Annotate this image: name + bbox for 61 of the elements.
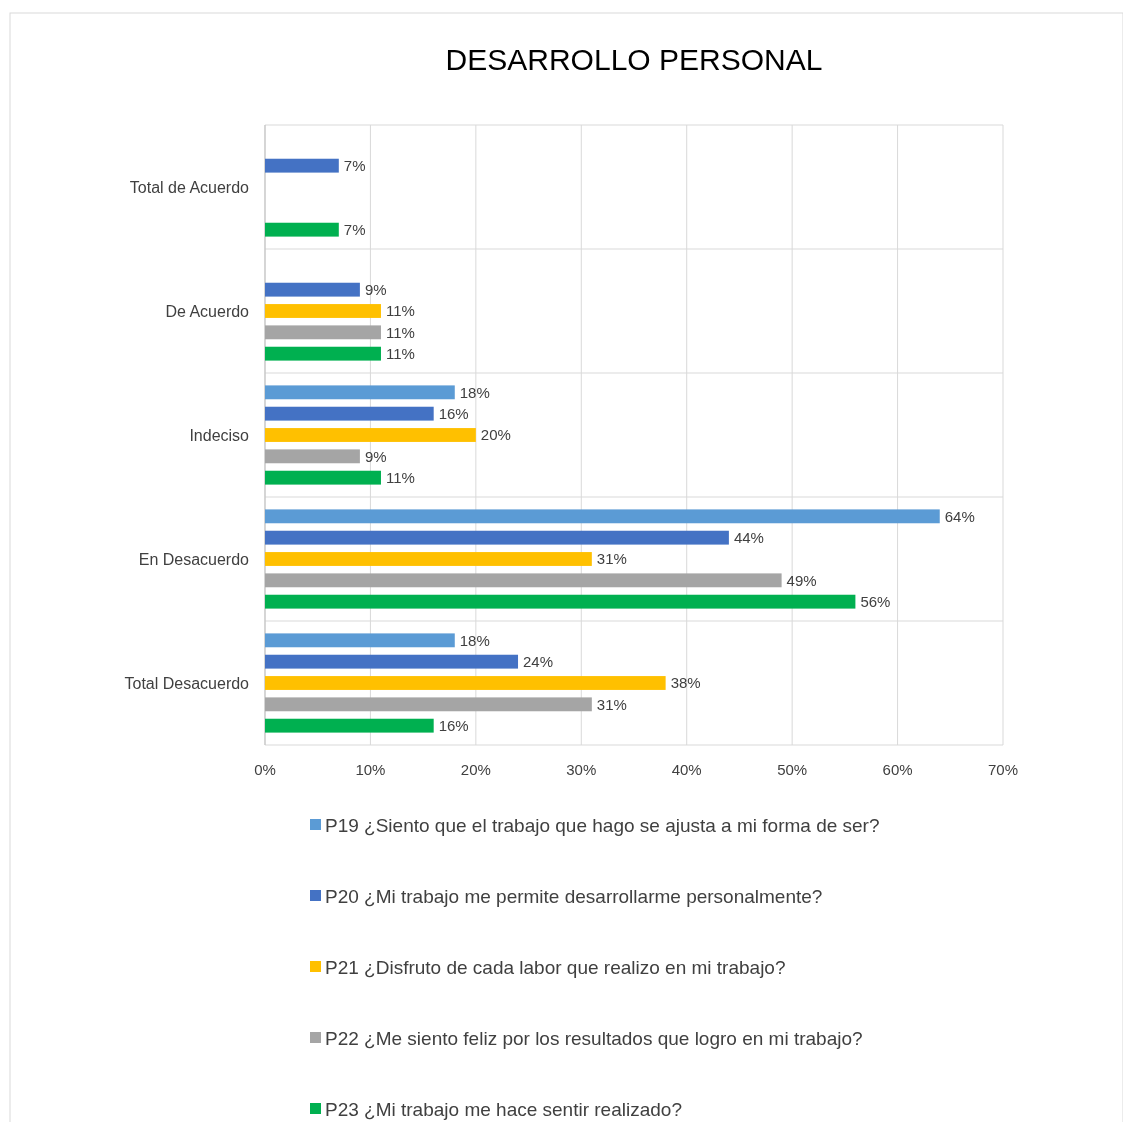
data-label: 64% bbox=[944, 507, 975, 525]
bar bbox=[265, 552, 592, 566]
data-label: 7% bbox=[343, 220, 366, 238]
bar bbox=[265, 573, 782, 588]
x-tick-label: 0% bbox=[254, 761, 276, 778]
data-label: 11% bbox=[385, 468, 415, 486]
data-label: 44% bbox=[733, 528, 764, 546]
y-tick-label: Total Desacuerdo bbox=[124, 674, 250, 692]
data-label: 7% bbox=[343, 156, 366, 174]
bar bbox=[265, 325, 381, 340]
chart-title: DESARROLLO PERSONAL bbox=[445, 43, 823, 76]
x-tick-label: 10% bbox=[355, 761, 386, 778]
data-label: 11% bbox=[385, 344, 415, 362]
y-tick-label: De Acuerdo bbox=[165, 302, 250, 320]
x-tick-label: 40% bbox=[671, 761, 702, 778]
bar bbox=[265, 406, 434, 421]
data-label: 11% bbox=[385, 302, 415, 320]
bar bbox=[265, 449, 360, 464]
y-tick-label: En Desacuerdo bbox=[138, 550, 250, 568]
data-label: 20% bbox=[480, 426, 511, 444]
bar bbox=[265, 346, 381, 361]
legend-label: P19 ¿Siento que el trabajo que hago se ajusta a mi forma de ser? bbox=[325, 814, 880, 836]
legend-label: P21 ¿Disfruto de cada labor que realizo en mi trabajo? bbox=[325, 956, 786, 978]
data-label: 18% bbox=[459, 631, 490, 649]
legend-label: P23 ¿Mi trabajo me hace sentir realizado? bbox=[325, 1098, 682, 1120]
data-label: 56% bbox=[860, 592, 891, 610]
bar bbox=[265, 428, 476, 442]
data-label: 16% bbox=[438, 404, 469, 422]
bar bbox=[265, 697, 592, 712]
y-tick-label: Indeciso bbox=[189, 426, 250, 444]
bar bbox=[265, 654, 519, 669]
bar bbox=[265, 718, 434, 733]
bar bbox=[265, 530, 729, 545]
x-tick-label: 70% bbox=[987, 761, 1019, 778]
bar bbox=[265, 304, 381, 318]
x-tick-label: 50% bbox=[777, 761, 808, 778]
bar bbox=[265, 509, 940, 524]
legend-label: P20 ¿Mi trabajo me permite desarrollarme personalmente? bbox=[325, 885, 823, 907]
bar bbox=[265, 594, 856, 609]
data-label: 31% bbox=[596, 695, 627, 713]
bar bbox=[265, 470, 381, 485]
bar bbox=[265, 385, 455, 400]
data-label: 38% bbox=[670, 674, 701, 692]
data-label: 16% bbox=[438, 716, 469, 734]
x-tick-label: 60% bbox=[882, 761, 913, 778]
data-label: 9% bbox=[364, 447, 387, 465]
data-label: 18% bbox=[459, 383, 490, 401]
bar bbox=[265, 282, 360, 297]
x-tick-label: 20% bbox=[460, 761, 491, 778]
bar bbox=[265, 222, 339, 237]
data-label: 9% bbox=[364, 280, 387, 298]
bar bbox=[265, 633, 455, 648]
data-label: 24% bbox=[523, 652, 554, 670]
bar bbox=[265, 158, 339, 173]
x-tick-label: 30% bbox=[566, 761, 597, 778]
legend-label: P22 ¿Me siento feliz por los resultados que logro en mi trabajo? bbox=[325, 1027, 863, 1049]
data-label: 11% bbox=[385, 323, 415, 341]
data-label: 31% bbox=[596, 550, 627, 568]
y-tick-label: Total de Acuerdo bbox=[129, 178, 250, 196]
data-label: 49% bbox=[786, 571, 817, 589]
bar bbox=[265, 676, 666, 690]
